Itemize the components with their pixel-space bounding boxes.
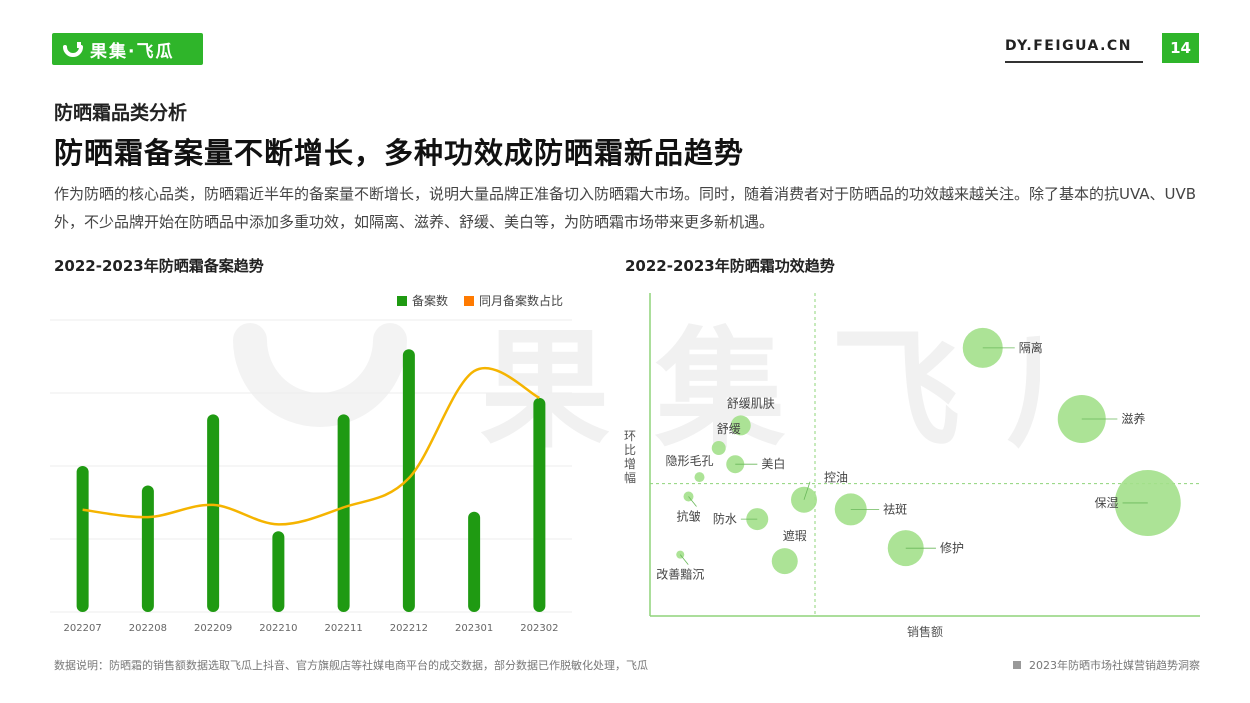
bubble (771, 548, 798, 575)
bar (207, 414, 220, 612)
legend-swatch-bar (397, 295, 407, 306)
x-tick-label: 202208 (129, 623, 167, 634)
legend-label-line: 同月备案数占比 (479, 294, 564, 308)
label-leader (803, 481, 811, 500)
y-axis-label-char: 环 (624, 429, 636, 443)
bubble-label: 舒缓 (717, 422, 741, 436)
left-chart-title: 2022-2023年防晒霜备案趋势 (54, 257, 264, 275)
legend-swatch-line (464, 295, 475, 306)
bar (533, 397, 546, 612)
bubble (683, 491, 694, 502)
bubble-label: 隔离 (1019, 340, 1043, 355)
x-tick-label: 202209 (194, 623, 232, 634)
left-legend: 备案数 同月备案数占比 (397, 292, 563, 309)
y-axis-label-char: 幅 (624, 470, 636, 485)
x-tick-label: 202211 (325, 623, 363, 634)
y-axis-label-char: 比 (624, 443, 636, 457)
bubble-label: 美白 (761, 456, 785, 471)
x-tick-label: 202212 (390, 623, 428, 634)
page-title: 防晒霜备案量不断增长，多种功效成防晒霜新品趋势 (54, 136, 745, 170)
x-tick-label: 202301 (455, 623, 493, 634)
label-leader (679, 554, 689, 565)
watermark-text: 果 集 飞 瓜 (480, 314, 1040, 460)
bubble-label: 防水 (713, 511, 737, 526)
label-leader (688, 496, 697, 507)
bubble-label: 舒缓肌肤 (727, 395, 775, 410)
source-note: 2023年防晒市场社媒营销趋势洞察 (1013, 657, 1200, 673)
y-axis-label-char: 增 (624, 457, 636, 471)
source-text: 2023年防晒市场社媒营销趋势洞察 (1029, 659, 1200, 672)
source-square-icon (1013, 661, 1021, 669)
bubble-label: 抗皱 (676, 508, 700, 523)
brand-logo[interactable]: 果集·飞瓜 (52, 33, 203, 65)
bar (76, 466, 89, 612)
bubble-label: 改善黯沉 (656, 567, 704, 582)
x-tick-label: 202207 (64, 623, 102, 634)
bubble-label: 隐形毛孔 (665, 454, 713, 468)
description: 作为防晒的核心品类，防晒霜近半年的备案量不断增长，说明大量品牌正准备切入防晒霜大… (54, 185, 1197, 231)
watermark: 果 集 飞 瓜 (233, 314, 1040, 460)
logo-text: 果集·飞瓜 (90, 41, 175, 62)
x-tick-label: 202302 (520, 623, 558, 634)
bubble-label: 修护 (940, 540, 964, 555)
bubble-label: 控油 (824, 471, 848, 485)
bubble (711, 441, 726, 456)
right-chart-title: 2022-2023年防晒霜功效趋势 (625, 257, 835, 275)
legend-label-bar: 备案数 (412, 294, 449, 308)
bar (272, 531, 285, 612)
x-axis-label: 销售额 (907, 624, 943, 639)
logo-icon (63, 42, 83, 57)
bar (141, 485, 154, 612)
bubble (694, 472, 705, 483)
section-kicker: 防晒霜品类分析 (54, 102, 188, 124)
bubble-label: 滋养 (1121, 411, 1145, 426)
page-number: 14 (1162, 33, 1199, 63)
bubble (730, 415, 751, 436)
bubble-label: 遮瑕 (783, 528, 807, 543)
site-underline (1005, 61, 1143, 63)
x-tick-label: 202210 (259, 623, 297, 634)
bar (337, 414, 350, 612)
bar-line-chart: 202207 202208 202209 202210 202211 202212 2023… (50, 319, 572, 634)
bubble-label: 祛斑 (883, 502, 907, 516)
footnote: 数据说明：防晒霜的销售额数据选取飞瓜上抖音、官方旗舰店等社媒电商平台的成交数据，… (54, 659, 648, 672)
bar (402, 349, 415, 612)
bubble-label: 保湿 (1095, 495, 1119, 510)
series-line (82, 367, 540, 526)
site-url[interactable]: DY.FEIGUA.CN (1005, 38, 1132, 54)
bar (468, 511, 481, 612)
